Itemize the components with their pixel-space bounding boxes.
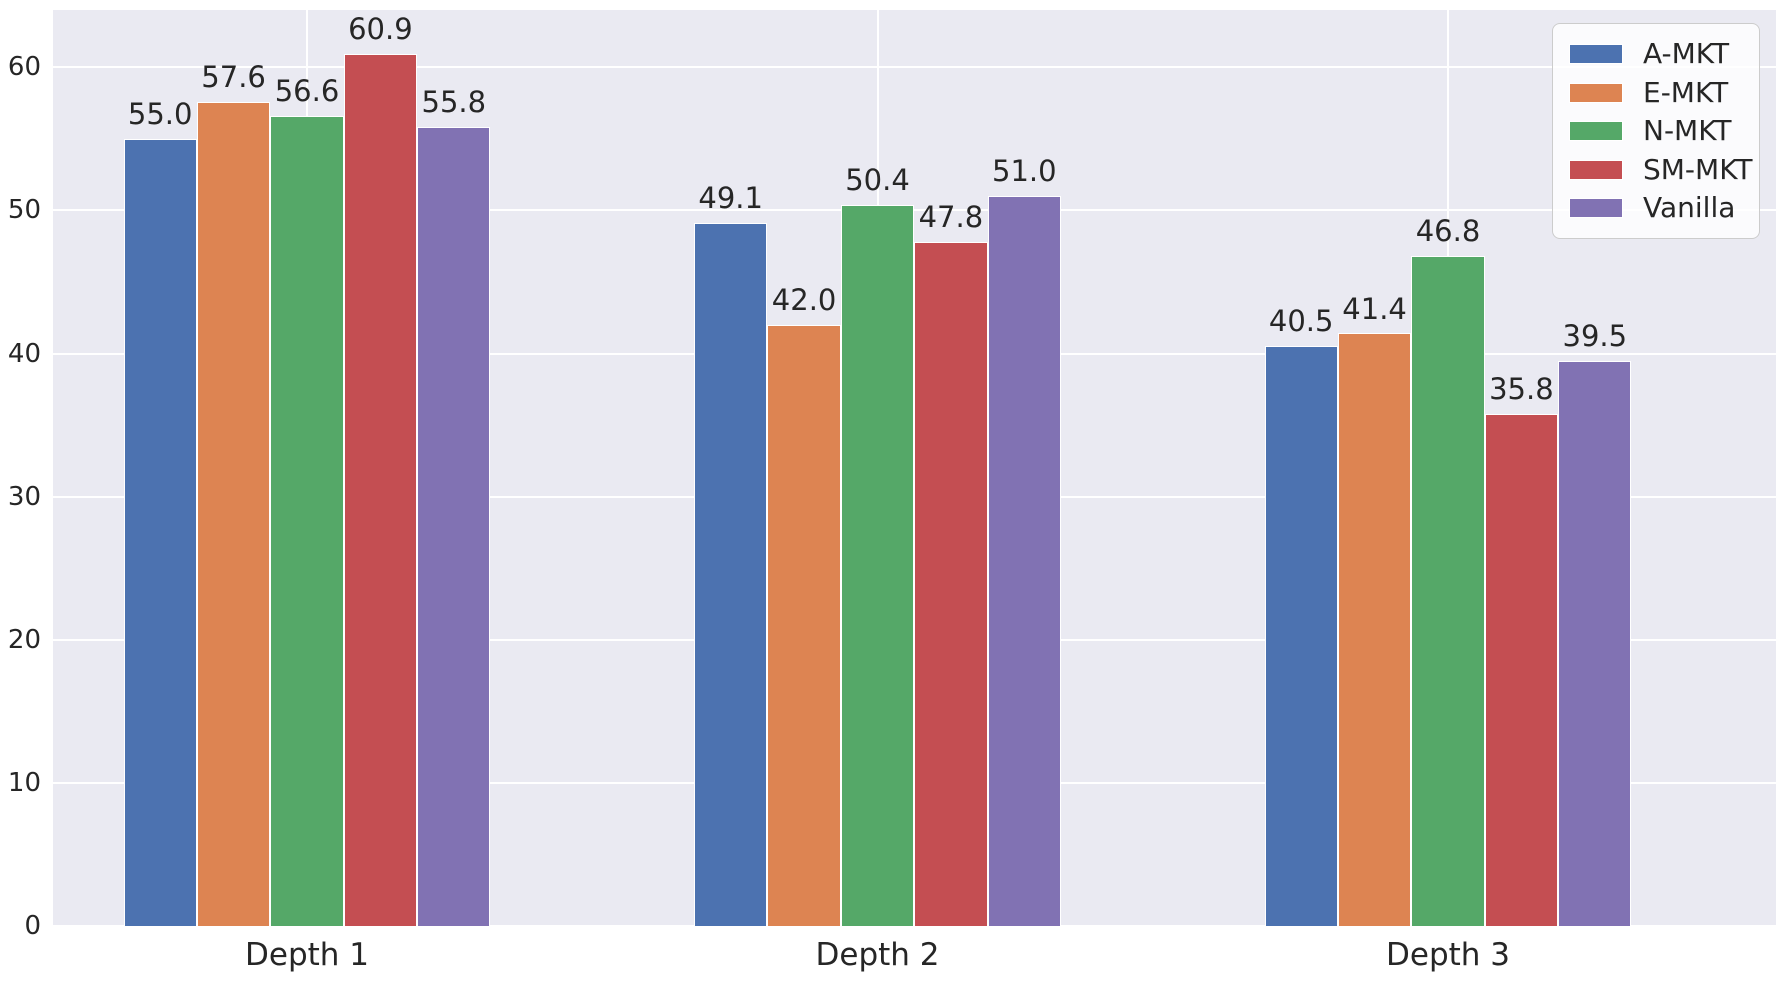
legend-label: A-MKT xyxy=(1643,37,1730,70)
legend-swatch-icon xyxy=(1569,44,1623,64)
bar-e-mkt-depth-2 xyxy=(767,324,841,926)
bar-sm-mkt-depth-3 xyxy=(1484,413,1559,926)
x-tick-label: Depth 3 xyxy=(1386,937,1510,973)
gridline-horizontal xyxy=(53,925,1776,927)
bar-value-label: 40.5 xyxy=(1268,304,1334,339)
bar-sm-mkt-depth-1 xyxy=(343,54,418,926)
bar-value-label: 41.4 xyxy=(1342,291,1407,326)
y-tick-label: 10 xyxy=(7,767,41,798)
legend-label: SM-MKT xyxy=(1643,152,1753,186)
bar-n-mkt-depth-1 xyxy=(270,115,344,926)
bar-a-mkt-depth-2 xyxy=(694,223,768,926)
y-tick-label: 50 xyxy=(7,195,41,226)
legend-swatch-icon xyxy=(1569,82,1623,103)
bar-value-label: 50.4 xyxy=(845,162,910,197)
bar-value-label: 47.8 xyxy=(918,199,984,234)
bar-value-label: 46.8 xyxy=(1415,214,1481,249)
legend-item-e-mkt: E-MKT xyxy=(1569,74,1743,112)
legend-swatch-icon xyxy=(1569,121,1623,141)
bar-value-label: 42.0 xyxy=(771,282,837,317)
legend-item-sm-mkt: SM-MKT xyxy=(1569,151,1752,189)
bar-value-label: 55.0 xyxy=(127,96,193,131)
legend-label: Vanilla xyxy=(1643,191,1736,224)
y-tick-label: 30 xyxy=(7,481,41,512)
x-tick-label: Depth 2 xyxy=(815,937,940,973)
legend-swatch-icon xyxy=(1569,159,1623,180)
bar-a-mkt-depth-3 xyxy=(1264,346,1338,926)
legend-item-a-mkt: A-MKT xyxy=(1569,35,1743,73)
gridline-horizontal xyxy=(53,209,1776,212)
bar-value-label: 39.5 xyxy=(1562,318,1628,353)
bar-e-mkt-depth-3 xyxy=(1337,333,1412,926)
plot-area: 55.0 57.6 56.6 60.9 55.8 49.1 42.0 50.4 47.8 51.0… xyxy=(53,10,1776,927)
bar-sm-mkt-depth-2 xyxy=(914,241,988,926)
y-tick-label: 0 xyxy=(24,911,41,941)
bar-value-label: 51.0 xyxy=(992,154,1057,189)
bar-e-mkt-depth-1 xyxy=(196,101,271,926)
bar-n-mkt-depth-3 xyxy=(1411,256,1485,926)
legend: A-MKT E-MKT N-MKT SM-MKT Vanilla xyxy=(1552,23,1760,239)
bar-a-mkt-depth-1 xyxy=(123,138,197,926)
legend-item-n-mkt: N-MKT xyxy=(1569,112,1743,150)
bar-value-label: 35.8 xyxy=(1489,371,1554,406)
bar-value-label: 60.9 xyxy=(348,12,413,47)
bar-value-label: 49.1 xyxy=(698,181,763,216)
x-tick-label: Depth 1 xyxy=(245,937,369,973)
bar-n-mkt-depth-2 xyxy=(840,204,915,926)
legend-item-vanilla: Vanilla xyxy=(1569,189,1743,227)
y-tick-label: 60 xyxy=(7,52,41,83)
bar-vanilla-depth-3 xyxy=(1558,360,1632,926)
legend-swatch-icon xyxy=(1569,198,1623,218)
bar-vanilla-depth-2 xyxy=(987,196,1061,926)
bar-value-label: 56.6 xyxy=(274,74,340,109)
y-tick-label: 40 xyxy=(7,338,41,369)
legend-label: E-MKT xyxy=(1643,75,1729,109)
legend-label: N-MKT xyxy=(1643,114,1732,147)
bar-vanilla-depth-1 xyxy=(417,127,491,926)
y-tick-label: 20 xyxy=(7,624,41,655)
bar-value-label: 57.6 xyxy=(201,59,266,94)
bar-value-label: 55.8 xyxy=(421,85,487,120)
gridline-horizontal xyxy=(53,66,1776,69)
